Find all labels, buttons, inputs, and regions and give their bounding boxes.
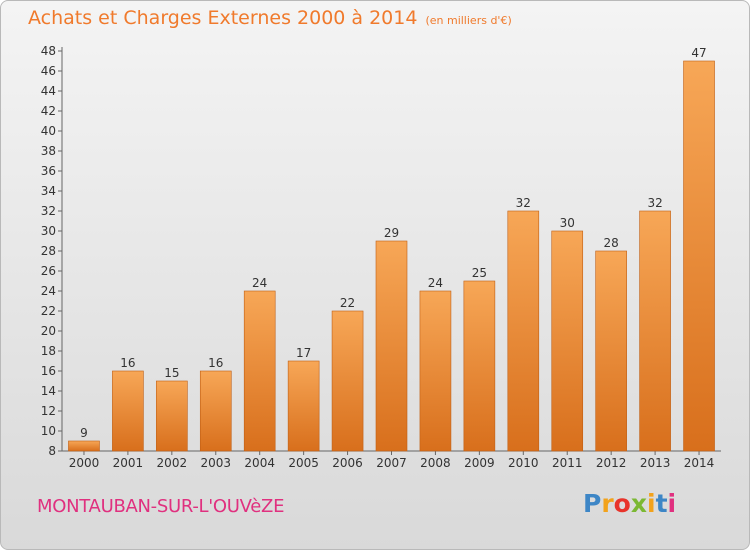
x-tick-label: 2004 — [244, 456, 275, 470]
data-label: 32 — [516, 196, 531, 210]
bar — [419, 290, 452, 452]
y-tick-label: 40 — [41, 124, 56, 138]
logo-letter: r — [601, 489, 614, 518]
data-label: 28 — [604, 236, 619, 250]
data-label: 25 — [472, 266, 487, 280]
y-tick-label: 38 — [41, 144, 56, 158]
logo-letter: P — [583, 489, 602, 518]
data-label: 9 — [80, 426, 88, 440]
bar — [68, 440, 100, 452]
data-label: 47 — [691, 46, 706, 60]
bar — [199, 370, 232, 452]
bar — [683, 60, 715, 452]
y-tick-label: 22 — [41, 304, 56, 318]
bar — [551, 230, 584, 452]
y-tick-label: 36 — [41, 164, 56, 178]
y-tick-label: 18 — [41, 344, 56, 358]
x-tick-label: 2001 — [113, 456, 144, 470]
x-tick-label: 2000 — [69, 456, 100, 470]
data-label: 32 — [647, 196, 662, 210]
bar — [112, 370, 144, 452]
data-label: 24 — [428, 276, 443, 290]
y-tick-label: 12 — [41, 404, 56, 418]
unit-label: (en milliers d'€) — [425, 14, 512, 27]
y-tick-label: 28 — [41, 244, 56, 258]
x-tick-label: 2003 — [200, 456, 231, 470]
bar — [639, 210, 671, 452]
bar — [463, 280, 496, 452]
x-tick-label: 2002 — [157, 456, 188, 470]
logo-letter: x — [630, 489, 647, 518]
proxiti-logo: Proxiti — [583, 489, 676, 518]
logo-letter: i — [647, 489, 656, 518]
y-tick-label: 16 — [41, 364, 56, 378]
x-tick-label: 2008 — [420, 456, 451, 470]
data-label: 30 — [560, 216, 575, 230]
chart-title-block: Achats et Charges Externes 2000 à 2014 (e… — [28, 7, 512, 29]
y-tick-label: 30 — [41, 224, 56, 238]
data-label: 29 — [384, 226, 399, 240]
y-tick-label: 24 — [41, 284, 56, 298]
bar — [507, 210, 540, 452]
data-label: 17 — [296, 346, 311, 360]
logo-letter: o — [613, 489, 631, 518]
logo-letter: t — [655, 489, 668, 518]
bar — [375, 240, 408, 452]
data-label: 22 — [340, 296, 355, 310]
bar — [595, 250, 627, 452]
bar — [287, 360, 320, 452]
chart-title: Achats et Charges Externes 2000 à 2014 — [28, 7, 418, 29]
y-tick-label: 10 — [41, 424, 56, 438]
y-tick-label: 14 — [41, 384, 56, 398]
x-tick-label: 2014 — [684, 456, 715, 470]
y-tick-label: 48 — [41, 44, 56, 58]
logo-letter: i — [667, 489, 677, 518]
y-tick-label: 8 — [48, 444, 56, 458]
x-tick-label: 2006 — [332, 456, 363, 470]
bar — [331, 310, 364, 452]
town-name: MONTAUBAN-SUR-L'OUVèZE — [37, 496, 285, 517]
bar — [243, 290, 276, 452]
data-label: 16 — [208, 356, 223, 370]
y-tick-label: 20 — [41, 324, 56, 338]
y-tick-label: 46 — [41, 64, 56, 78]
y-tick-label: 44 — [41, 84, 56, 98]
x-tick-label: 2010 — [508, 456, 539, 470]
data-label: 15 — [164, 366, 179, 380]
data-label: 24 — [252, 276, 267, 290]
x-tick-label: 2009 — [464, 456, 495, 470]
y-tick-label: 32 — [41, 204, 56, 218]
x-tick-label: 2013 — [640, 456, 671, 470]
x-tick-label: 2012 — [596, 456, 627, 470]
bar — [156, 380, 188, 452]
x-tick-label: 2005 — [288, 456, 319, 470]
y-tick-label: 26 — [41, 264, 56, 278]
data-label: 16 — [120, 356, 135, 370]
x-tick-label: 2011 — [552, 456, 583, 470]
x-tick-label: 2007 — [376, 456, 407, 470]
y-tick-label: 42 — [41, 104, 56, 118]
y-tick-label: 34 — [41, 184, 56, 198]
